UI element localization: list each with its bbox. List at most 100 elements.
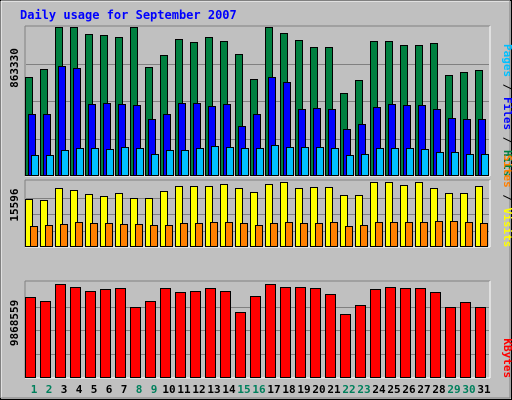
legend-part: / (501, 130, 512, 150)
bar-pages-day-29 (451, 152, 459, 176)
bar-sites-day-21 (330, 222, 338, 247)
bar-sites-day-23 (360, 225, 368, 247)
bar-visits-day-3 (55, 188, 63, 247)
bar-pages-day-16 (256, 148, 264, 176)
legend-part: Visits (501, 208, 512, 248)
bar-visits-day-21 (325, 187, 333, 247)
bar-pages-day-6 (106, 149, 114, 176)
bar-pages-day-9 (151, 154, 159, 176)
bar-pages-day-28 (436, 152, 444, 176)
legend-part: / (501, 188, 512, 208)
bar-kbytes-day-26 (400, 288, 411, 378)
day-label: 1 (31, 383, 38, 396)
bar-pages-day-2 (46, 155, 54, 176)
bar-kbytes-day-25 (385, 287, 396, 378)
bar-pages-day-24 (376, 148, 384, 176)
legend-part: Sites (501, 155, 512, 188)
bar-visits-day-13 (205, 186, 213, 247)
bar-kbytes-day-1 (25, 297, 36, 378)
day-label: 23 (357, 383, 370, 396)
bar-pages-day-1 (31, 155, 39, 176)
day-label: 25 (387, 383, 400, 396)
panel-top: 863330 Pages / Files / Hits (8, 25, 512, 177)
day-label: 8 (136, 383, 143, 396)
bar-sites-day-29 (450, 221, 458, 247)
bar-kbytes-day-2 (40, 301, 51, 378)
bar-pages-day-5 (91, 148, 99, 176)
bar-kbytes-day-11 (175, 292, 186, 378)
bar-sites-day-20 (315, 223, 323, 247)
bar-sites-day-13 (210, 222, 218, 247)
panel-legend: KBytes (501, 338, 512, 378)
day-label: 16 (252, 383, 266, 396)
bar-pages-day-27 (421, 149, 429, 176)
bar-visits-day-23 (355, 195, 363, 247)
bar-visits-day-24 (370, 182, 378, 247)
bar-kbytes-day-16 (250, 296, 261, 378)
chart-title: Daily usage for September 2007 (20, 8, 237, 22)
bar-visits-day-4 (70, 190, 78, 247)
bar-kbytes-day-30 (460, 302, 471, 378)
bar-visits-day-14 (220, 184, 228, 247)
bar-sites-day-4 (75, 222, 83, 247)
legend-part: Hits (501, 150, 512, 177)
day-label: 28 (432, 383, 445, 396)
day-label: 17 (267, 383, 280, 396)
bar-pages-day-22 (346, 155, 354, 176)
bar-kbytes-day-13 (205, 288, 216, 378)
day-label: 12 (192, 383, 205, 396)
bar-sites-day-10 (165, 225, 173, 247)
series-sites (30, 221, 488, 247)
bar-sites-day-14 (225, 222, 233, 247)
day-label: 14 (222, 383, 236, 396)
bar-visits-day-15 (235, 188, 243, 247)
bar-pages-day-17 (271, 145, 279, 176)
bar-kbytes-day-21 (325, 294, 336, 378)
bar-pages-day-19 (301, 147, 309, 176)
bar-visits-day-22 (340, 195, 348, 247)
bar-visits-day-1 (25, 199, 33, 247)
day-label: 15 (237, 383, 250, 396)
max-value-label: 9868559 (8, 300, 21, 346)
day-label: 9 (151, 383, 158, 396)
bar-visits-day-10 (160, 191, 168, 247)
bar-pages-day-15 (241, 148, 249, 176)
bar-sites-day-31 (480, 223, 488, 247)
bar-visits-day-28 (430, 188, 438, 247)
bar-visits-day-9 (145, 198, 153, 247)
series-pages (31, 145, 489, 176)
bar-kbytes-day-31 (475, 307, 486, 378)
bar-sites-day-12 (195, 223, 203, 247)
day-axis: 1 2 3 4 5 6 7 8 9 10 11 12 13 14 15 16 17 18 19 20 21 22 23 24 2… (31, 383, 491, 396)
bar-pages-day-31 (481, 154, 489, 176)
bar-visits-day-6 (100, 196, 108, 247)
bar-pages-day-4 (76, 148, 84, 176)
bar-kbytes-day-29 (445, 307, 456, 378)
bar-kbytes-day-22 (340, 314, 351, 378)
legend-part: Files (501, 97, 512, 130)
bar-kbytes-day-3 (55, 284, 66, 378)
legend-part: / (501, 77, 512, 97)
panel-bottom: 9868559 KBytes (8, 280, 512, 379)
bar-pages-day-18 (286, 147, 294, 176)
bar-visits-day-17 (265, 184, 273, 247)
day-label: 6 (106, 383, 113, 396)
bar-sites-day-11 (180, 223, 188, 247)
bar-kbytes-day-14 (220, 291, 231, 378)
bar-sites-day-6 (105, 223, 113, 247)
bar-visits-day-30 (460, 193, 468, 247)
bar-kbytes-day-5 (85, 291, 96, 378)
day-label: 27 (417, 383, 430, 396)
day-label: 7 (121, 383, 128, 396)
bar-pages-day-25 (391, 148, 399, 176)
max-value-label: 15596 (8, 188, 21, 221)
day-label: 10 (162, 383, 175, 396)
bar-kbytes-day-17 (265, 284, 276, 378)
bar-visits-day-27 (415, 182, 423, 247)
bar-pages-day-13 (211, 146, 219, 176)
bar-kbytes-day-15 (235, 312, 246, 378)
day-label: 3 (61, 383, 68, 396)
bar-pages-day-11 (181, 150, 189, 176)
bar-pages-day-10 (166, 150, 174, 176)
bar-sites-day-30 (465, 222, 473, 247)
